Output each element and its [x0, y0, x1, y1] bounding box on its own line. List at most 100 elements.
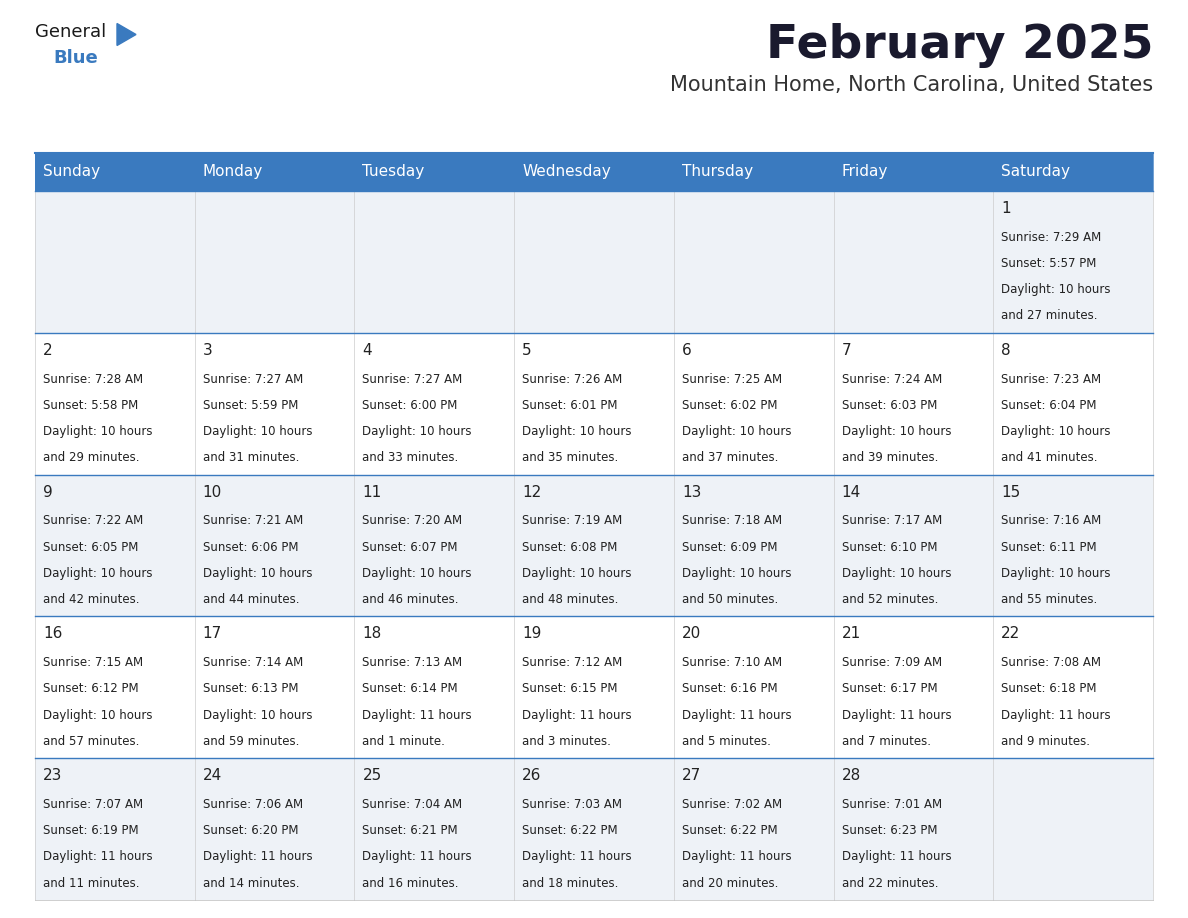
Text: 27: 27	[682, 768, 701, 783]
Text: Mountain Home, North Carolina, United States: Mountain Home, North Carolina, United St…	[670, 75, 1154, 95]
Text: Tuesday: Tuesday	[362, 164, 424, 180]
Text: 8: 8	[1001, 342, 1011, 358]
Text: Sunrise: 7:01 AM: Sunrise: 7:01 AM	[841, 798, 942, 811]
Text: Sunrise: 7:14 AM: Sunrise: 7:14 AM	[203, 656, 303, 669]
Text: 18: 18	[362, 626, 381, 642]
Bar	[195, 475, 354, 616]
Text: Daylight: 10 hours: Daylight: 10 hours	[1001, 425, 1111, 438]
Text: Sunset: 6:08 PM: Sunset: 6:08 PM	[523, 541, 618, 554]
Text: Sunrise: 7:02 AM: Sunrise: 7:02 AM	[682, 798, 782, 811]
Bar	[993, 758, 1154, 900]
Text: Daylight: 11 hours: Daylight: 11 hours	[841, 850, 952, 863]
Text: Sunset: 5:59 PM: Sunset: 5:59 PM	[203, 398, 298, 412]
Text: and 50 minutes.: and 50 minutes.	[682, 593, 778, 606]
Bar	[514, 191, 674, 333]
Bar	[834, 153, 993, 191]
Bar	[34, 475, 195, 616]
Text: Sunset: 6:16 PM: Sunset: 6:16 PM	[682, 682, 777, 695]
Text: Wednesday: Wednesday	[523, 164, 611, 180]
Text: Sunset: 6:05 PM: Sunset: 6:05 PM	[43, 541, 138, 554]
Text: and 14 minutes.: and 14 minutes.	[203, 877, 299, 890]
Bar	[354, 153, 514, 191]
Text: Sunrise: 7:19 AM: Sunrise: 7:19 AM	[523, 514, 623, 527]
Text: and 52 minutes.: and 52 minutes.	[841, 593, 939, 606]
Text: and 42 minutes.: and 42 minutes.	[43, 593, 139, 606]
Text: Sunset: 6:23 PM: Sunset: 6:23 PM	[841, 824, 937, 837]
Bar	[514, 153, 674, 191]
Text: Daylight: 11 hours: Daylight: 11 hours	[682, 850, 791, 863]
Bar	[993, 616, 1154, 758]
Text: Saturday: Saturday	[1001, 164, 1070, 180]
Text: General: General	[34, 23, 106, 41]
Bar	[834, 333, 993, 475]
Bar	[195, 758, 354, 900]
Text: Sunset: 6:11 PM: Sunset: 6:11 PM	[1001, 541, 1097, 554]
Bar	[674, 333, 834, 475]
Text: and 3 minutes.: and 3 minutes.	[523, 734, 611, 748]
Text: 22: 22	[1001, 626, 1020, 642]
Text: Daylight: 10 hours: Daylight: 10 hours	[362, 425, 472, 438]
Text: Sunday: Sunday	[43, 164, 100, 180]
Bar	[993, 153, 1154, 191]
Text: Daylight: 10 hours: Daylight: 10 hours	[203, 566, 312, 580]
Bar	[514, 616, 674, 758]
Text: Daylight: 11 hours: Daylight: 11 hours	[523, 709, 632, 722]
Text: and 27 minutes.: and 27 minutes.	[1001, 309, 1098, 322]
Text: February 2025: February 2025	[765, 23, 1154, 68]
Text: 19: 19	[523, 626, 542, 642]
Text: Sunrise: 7:20 AM: Sunrise: 7:20 AM	[362, 514, 462, 527]
Text: Sunset: 6:13 PM: Sunset: 6:13 PM	[203, 682, 298, 695]
Text: Daylight: 10 hours: Daylight: 10 hours	[43, 709, 152, 722]
Bar	[34, 333, 195, 475]
Bar	[834, 758, 993, 900]
Text: Daylight: 11 hours: Daylight: 11 hours	[1001, 709, 1111, 722]
Text: Daylight: 10 hours: Daylight: 10 hours	[1001, 283, 1111, 297]
Text: 5: 5	[523, 342, 532, 358]
Text: Daylight: 10 hours: Daylight: 10 hours	[841, 566, 952, 580]
Text: 20: 20	[682, 626, 701, 642]
Text: 28: 28	[841, 768, 861, 783]
Bar	[354, 616, 514, 758]
Text: 3: 3	[203, 342, 213, 358]
Text: Daylight: 10 hours: Daylight: 10 hours	[362, 566, 472, 580]
Bar	[354, 191, 514, 333]
Text: and 33 minutes.: and 33 minutes.	[362, 452, 459, 465]
Text: Daylight: 11 hours: Daylight: 11 hours	[362, 850, 472, 863]
Text: Sunrise: 7:13 AM: Sunrise: 7:13 AM	[362, 656, 462, 669]
Text: 9: 9	[43, 485, 52, 499]
Text: Sunset: 6:22 PM: Sunset: 6:22 PM	[523, 824, 618, 837]
Bar	[34, 616, 195, 758]
Text: and 29 minutes.: and 29 minutes.	[43, 452, 139, 465]
Bar	[354, 475, 514, 616]
Text: Daylight: 10 hours: Daylight: 10 hours	[523, 566, 632, 580]
Text: 7: 7	[841, 342, 851, 358]
Text: Sunset: 6:19 PM: Sunset: 6:19 PM	[43, 824, 139, 837]
Text: Sunrise: 7:08 AM: Sunrise: 7:08 AM	[1001, 656, 1101, 669]
Text: and 44 minutes.: and 44 minutes.	[203, 593, 299, 606]
Text: Daylight: 10 hours: Daylight: 10 hours	[43, 425, 152, 438]
Text: 4: 4	[362, 342, 372, 358]
Text: Sunrise: 7:06 AM: Sunrise: 7:06 AM	[203, 798, 303, 811]
Text: Sunrise: 7:24 AM: Sunrise: 7:24 AM	[841, 373, 942, 386]
Bar	[674, 153, 834, 191]
Text: and 11 minutes.: and 11 minutes.	[43, 877, 139, 890]
Text: Sunset: 6:04 PM: Sunset: 6:04 PM	[1001, 398, 1097, 412]
Text: 1: 1	[1001, 201, 1011, 216]
Text: and 31 minutes.: and 31 minutes.	[203, 452, 299, 465]
Text: Daylight: 11 hours: Daylight: 11 hours	[362, 709, 472, 722]
Text: Sunset: 6:06 PM: Sunset: 6:06 PM	[203, 541, 298, 554]
Text: 2: 2	[43, 342, 52, 358]
Text: and 20 minutes.: and 20 minutes.	[682, 877, 778, 890]
Text: Sunset: 6:15 PM: Sunset: 6:15 PM	[523, 682, 618, 695]
Text: Sunset: 6:20 PM: Sunset: 6:20 PM	[203, 824, 298, 837]
Text: Sunrise: 7:21 AM: Sunrise: 7:21 AM	[203, 514, 303, 527]
Bar	[674, 191, 834, 333]
Text: Sunset: 6:10 PM: Sunset: 6:10 PM	[841, 541, 937, 554]
Text: Daylight: 11 hours: Daylight: 11 hours	[523, 850, 632, 863]
Text: Sunrise: 7:15 AM: Sunrise: 7:15 AM	[43, 656, 143, 669]
Text: Sunset: 5:57 PM: Sunset: 5:57 PM	[1001, 257, 1097, 270]
Text: Monday: Monday	[203, 164, 263, 180]
Text: 12: 12	[523, 485, 542, 499]
Bar	[195, 333, 354, 475]
Bar	[195, 153, 354, 191]
